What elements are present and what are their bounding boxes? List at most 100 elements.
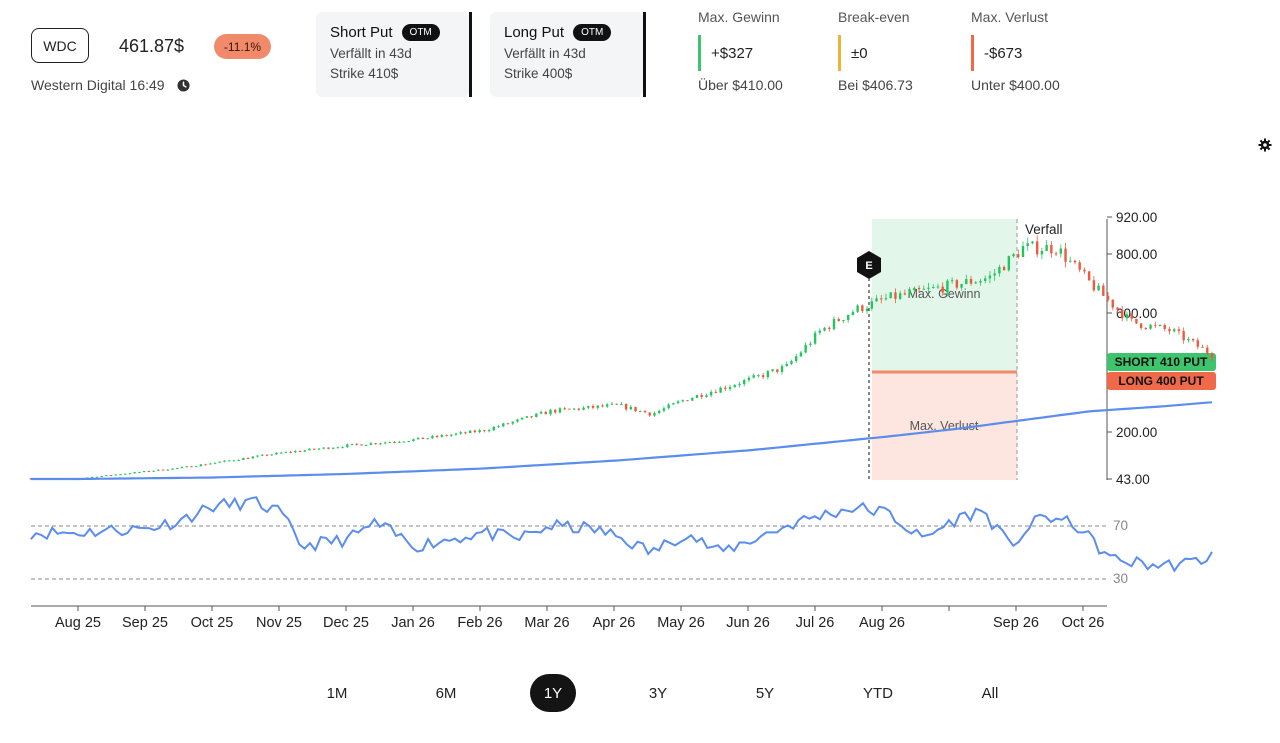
price-chart[interactable]: Verfall Max. Gewinn Max. Verlust 920.00 8… [0,0,1280,660]
price-change-badge: -11.1% [214,34,271,59]
candle [1154,324,1157,326]
candle [374,443,377,445]
candle [190,466,193,468]
candle [861,305,864,312]
range-all[interactable]: All [981,684,999,702]
candle [369,443,373,445]
candle [133,472,136,474]
ticker-box[interactable]: WDC [31,28,89,63]
range-6m[interactable]: 6M [435,684,457,702]
long-put-tag-label: LONG 400 PUT [1118,374,1204,388]
candle [468,430,472,434]
candle [950,280,954,282]
candle [960,284,963,288]
candle [865,308,869,312]
candle [799,352,803,357]
stat-value: +$327 [711,44,754,62]
range-3y[interactable]: 3Y [648,684,668,702]
candle [993,273,996,276]
candle [676,401,680,404]
candle [398,441,401,443]
candle [875,298,878,302]
candle [365,444,368,446]
candle [1002,266,1006,271]
candle [412,439,415,442]
candle [709,391,713,396]
candle [109,475,113,477]
candle [355,443,358,445]
earnings-marker[interactable] [857,251,881,279]
candle [1035,241,1039,255]
candle [317,448,321,450]
candle [246,458,250,460]
time-tick-label: Mar 26 [524,615,569,631]
candle [657,410,661,414]
candle [450,434,453,436]
gear-icon[interactable] [1258,138,1272,152]
candle [837,318,840,322]
candle [506,423,510,425]
range-1m[interactable]: 1M [326,684,348,702]
candle [813,332,817,344]
candle [29,478,32,480]
candle [913,287,916,291]
candle [459,432,462,434]
candle [539,411,543,414]
range-5y[interactable]: 5Y [755,684,775,702]
candle [823,327,826,331]
candle [346,444,349,448]
candle [601,405,604,407]
candle [544,411,547,415]
candle [209,463,212,465]
price-tick-label: 800.00 [1116,247,1157,262]
candle [667,404,670,409]
time-tick-label: May 26 [657,615,705,631]
candle [180,467,184,469]
candle [152,470,155,472]
candle [903,293,907,295]
candle [1144,328,1148,330]
candle [213,462,217,464]
moving-average-line [30,401,1213,481]
candle [194,466,198,468]
candle [1125,314,1129,319]
candle [421,437,425,440]
candle [431,435,434,439]
stat-color-bar [698,35,701,71]
time-tick-label: Aug 26 [859,615,905,631]
candle [383,442,387,444]
candle [880,298,883,300]
candle [1021,246,1025,258]
short-put-tag-label: SHORT 410 PUT [1115,355,1208,369]
candle [936,286,940,288]
candle [832,318,836,329]
time-tick-label: Nov 25 [256,615,302,631]
candle [1201,346,1204,348]
candle [1116,307,1119,310]
candle [620,403,623,405]
range-1y[interactable]: 1Y [530,674,576,712]
short-put-card[interactable]: Short Put OTM Verfällt in 43d Strike 410$ [316,12,472,97]
stat-sub: Über $410.00 [698,77,783,93]
time-tick-label: Jul 26 [796,615,835,631]
candle [1111,299,1114,308]
candle [629,406,633,410]
candle [100,475,103,477]
stat-max-profit: Max. Gewinn +$327 Über $410.00 [698,9,783,93]
candle [1083,269,1086,272]
candle [785,363,788,367]
candle [530,416,533,418]
long-put-card[interactable]: Long Put OTM Verfällt in 43d Strike 400$ [490,12,646,97]
candle [846,315,850,321]
candle [251,456,255,459]
candle [955,280,959,288]
candle [591,405,595,408]
candle [596,405,599,408]
candle [454,433,458,435]
candle [511,421,514,424]
candle [1177,329,1181,332]
expiry-label: Verfall [1025,222,1063,237]
candle [402,441,406,443]
candle [1064,248,1067,262]
range-ytd[interactable]: YTD [863,684,893,702]
